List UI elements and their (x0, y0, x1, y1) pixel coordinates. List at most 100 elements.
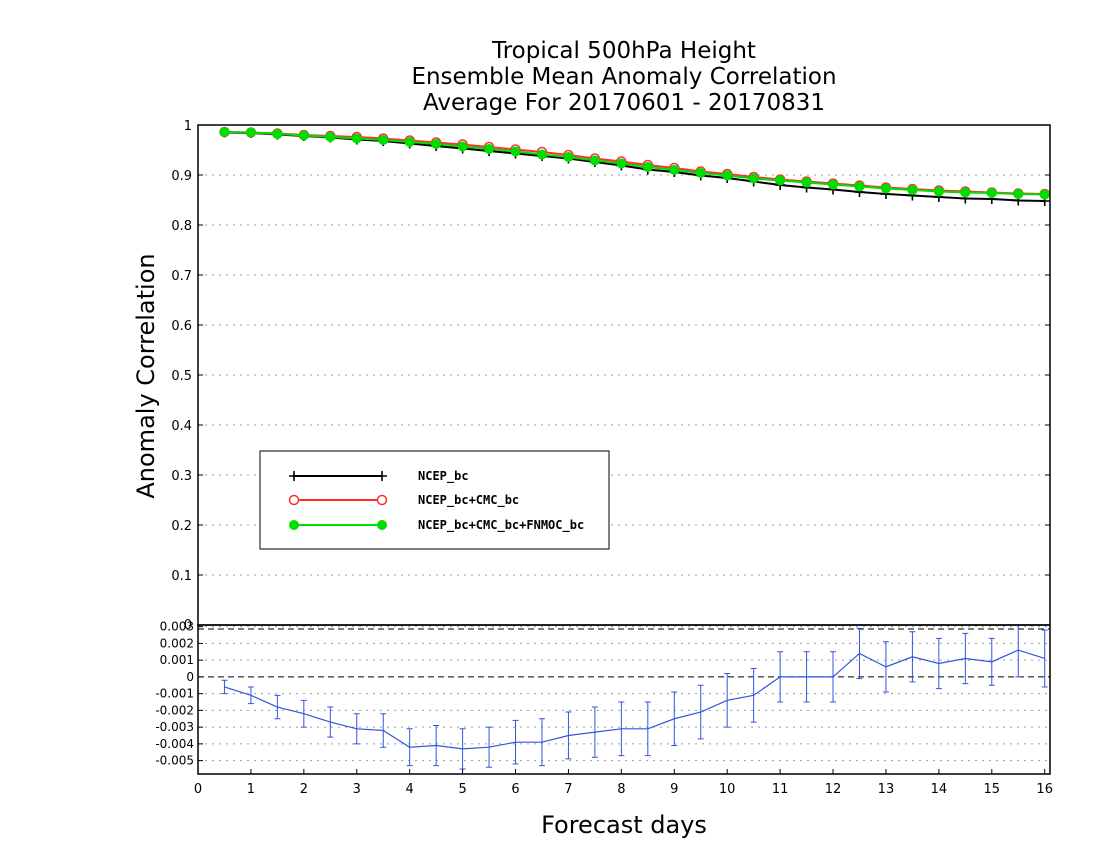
top-y-tick-label: 0.2 (171, 519, 192, 534)
data-point (272, 129, 283, 139)
chart-title-line-1: Tropical 500hPa Height (491, 38, 756, 64)
x-axis-title-group: Forecast days (541, 811, 707, 839)
error-bar (486, 726, 493, 768)
data-point (642, 162, 653, 172)
bottom-y-tick-label: -0.001 (155, 687, 194, 701)
data-point (669, 165, 680, 175)
error-bar (565, 711, 572, 760)
error-bar (724, 673, 731, 728)
error-bar (909, 631, 916, 683)
data-point (722, 170, 733, 181)
legend-marker (376, 494, 388, 506)
top-y-tick-label: 0.3 (171, 469, 192, 484)
x-tick-label: 16 (1036, 782, 1053, 797)
series-line (224, 131, 1045, 195)
legend-marker (289, 520, 299, 530)
error-bar (300, 699, 307, 728)
legend-label: NCEP_bc (418, 469, 469, 484)
x-tick-label: 5 (458, 782, 466, 797)
legend-marker (288, 494, 300, 506)
top-panel-y-ticks: 0.1 0.2 0.3 0.4 0.5 0.6 0.7 0.8 0.9 1 0 (171, 119, 1050, 633)
top-y-tick-label: 0.8 (171, 219, 192, 234)
error-bar (882, 641, 889, 693)
top-y-tick-label: 0.7 (171, 269, 192, 284)
x-tick-label: 4 (406, 782, 414, 797)
error-bar (538, 718, 545, 767)
legend-label: NCEP_bc+CMC_bc+FNMOC_bc (418, 518, 584, 533)
data-point (933, 186, 944, 197)
data-point (484, 144, 495, 154)
error-bar (856, 627, 863, 680)
data-point (563, 152, 574, 162)
x-tick-label: 15 (984, 782, 1001, 797)
bottom-y-tick-label: -0.005 (155, 754, 194, 768)
top-y-tick-label: 1 (184, 119, 192, 134)
bottom-panel-frame (197, 624, 1051, 775)
x-axis-title: Forecast days (541, 811, 707, 839)
data-point (298, 130, 309, 141)
data-point (536, 149, 547, 160)
data-point (907, 185, 918, 195)
x-tick-label: 9 (670, 782, 678, 797)
legend-marker (289, 471, 299, 481)
legend-marker (377, 520, 387, 530)
data-point (986, 188, 997, 198)
legend-label: NCEP_bc+CMC_bc (418, 493, 519, 508)
error-bar (777, 651, 784, 703)
x-tick-label: 6 (511, 782, 519, 797)
bottom-y-tick-label: -0.004 (155, 737, 194, 751)
data-point (219, 127, 230, 137)
top-y-zero-label: 0 (184, 618, 192, 633)
error-bar (353, 713, 360, 745)
data-point (378, 135, 389, 145)
error-bar (247, 686, 254, 705)
data-point (589, 155, 600, 166)
data-point (616, 158, 627, 169)
top-y-tick-label: 0.6 (171, 319, 192, 334)
top-y-tick-label: 0.1 (171, 569, 192, 584)
data-point (510, 146, 521, 157)
data-point (880, 183, 891, 194)
legend: NCEP_bc NCEP_bc+CMC_bc NCEP_bc+CMC_bc+FNMO… (259, 450, 610, 550)
error-bar (618, 701, 625, 757)
error-bar (591, 706, 598, 758)
chart-title-line-3: Average For 20170601 - 20170831 (423, 90, 825, 116)
legend-entry-NCEP_bc+CMC_bc: NCEP_bc+CMC_bc (288, 493, 519, 508)
y-axis-title: Anomaly Correlation (132, 253, 160, 498)
error-bar (988, 637, 995, 686)
top-y-tick-label: 0.5 (171, 369, 192, 384)
data-point (1039, 189, 1050, 200)
data-point (404, 137, 415, 147)
bottom-y-tick-label: -0.002 (155, 703, 194, 717)
error-bar (697, 684, 704, 740)
error-bar (221, 679, 228, 695)
data-point (351, 133, 362, 144)
x-tick-label: 10 (719, 782, 736, 797)
data-point (775, 175, 786, 186)
bottom-panel-gridlines (198, 626, 1050, 762)
error-bar (512, 719, 519, 765)
error-bar (671, 691, 678, 747)
bottom-panel-difference-series (221, 624, 1048, 770)
x-tick-label: 13 (878, 782, 895, 797)
bottom-y-tick-label: -0.003 (155, 720, 194, 734)
x-tick-label: 7 (564, 782, 572, 797)
legend-entry-NCEP_bc: NCEP_bc (289, 469, 469, 484)
data-point (1013, 189, 1024, 199)
data-point (245, 127, 256, 138)
error-bar (830, 651, 837, 703)
data-point (748, 173, 759, 184)
data-point (828, 179, 839, 190)
error-bar (459, 728, 466, 770)
data-point (960, 187, 971, 198)
x-tick-label: 1 (247, 782, 255, 797)
error-bar (380, 713, 387, 748)
error-bar (274, 694, 281, 720)
error-bar (644, 701, 651, 757)
data-point (801, 177, 812, 188)
bottom-y-tick-label: 0 (186, 670, 194, 684)
error-bar (1041, 629, 1048, 688)
difference-line (224, 649, 1045, 750)
